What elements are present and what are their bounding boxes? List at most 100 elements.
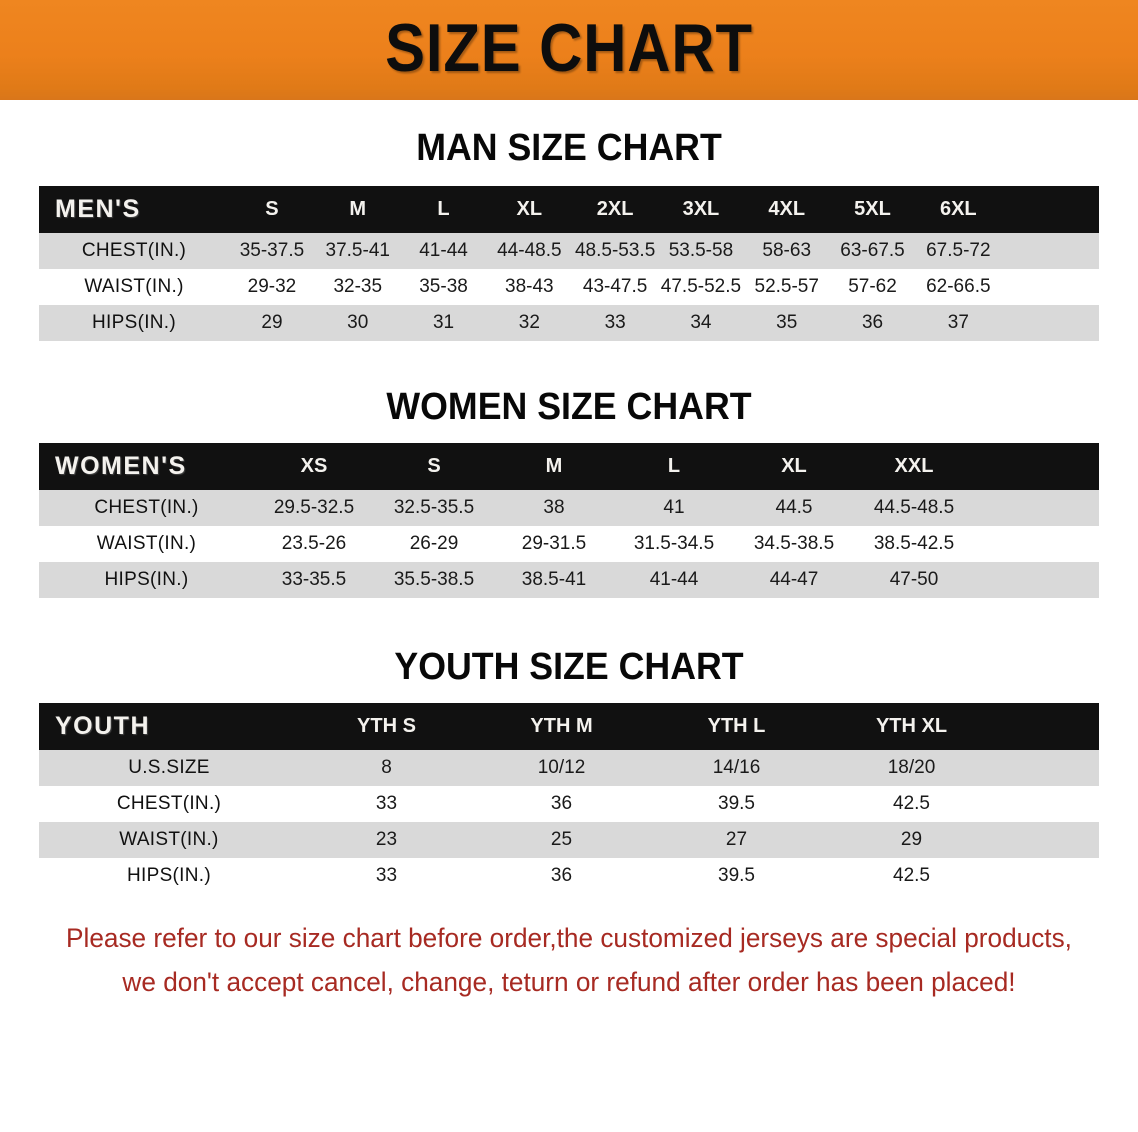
youth-size-col-1: YTH M [474, 703, 649, 750]
women-size-table: WOMEN'S XS S M L XL XXL CHEST(IN.) 29.5-… [39, 443, 1099, 598]
man-size-col-8: 6XL [915, 186, 1002, 233]
man-hips-8: 37 [915, 305, 1002, 341]
man-waist-4: 43-47.5 [572, 269, 659, 305]
man-row-label-hips: HIPS(IN.) [39, 305, 230, 341]
man-hips-0: 29 [229, 305, 315, 341]
women-size-col-4: XL [734, 443, 854, 490]
women-hips-1: 35.5-38.5 [374, 562, 494, 598]
youth-size-table: YOUTH YTH S YTH M YTH L YTH XL U.S.SIZE … [39, 703, 1099, 894]
women-table-wrap: WOMEN'S XS S M L XL XXL CHEST(IN.) 29.5-… [39, 443, 1099, 598]
man-hips-2: 31 [400, 305, 487, 341]
youth-table-head: YOUTH YTH S YTH M YTH L YTH XL [39, 703, 1099, 750]
women-chest-5: 44.5-48.5 [854, 490, 974, 526]
youth-ussize-3: 18/20 [824, 750, 999, 786]
women-waist-3: 31.5-34.5 [614, 526, 734, 562]
women-chest-2: 38 [494, 490, 614, 526]
women-header-row: WOMEN'S XS S M L XL XXL [39, 443, 1099, 490]
youth-hips-0: 33 [299, 858, 474, 894]
man-hips-3: 32 [486, 305, 573, 341]
women-chest-spacer [974, 490, 1099, 526]
women-size-col-5: XXL [854, 443, 974, 490]
youth-waist-3: 29 [824, 822, 999, 858]
man-row-label-waist: WAIST(IN.) [39, 269, 230, 305]
women-row-label-waist: WAIST(IN.) [39, 526, 254, 562]
youth-waist-1: 25 [474, 822, 649, 858]
women-waist-spacer [974, 526, 1099, 562]
man-chest-4: 48.5-53.5 [572, 233, 659, 269]
order-policy-note: Please refer to our size chart before or… [50, 916, 1088, 1004]
women-row-header-label: WOMEN'S [39, 443, 254, 490]
youth-size-col-0: YTH S [299, 703, 474, 750]
man-table-body: CHEST(IN.) 35-37.5 37.5-41 41-44 44-48.5… [39, 233, 1099, 341]
youth-size-col-3: YTH XL [824, 703, 999, 750]
man-header-spacer [1001, 186, 1099, 233]
man-size-col-4: 2XL [572, 186, 659, 233]
women-waist-4: 34.5-38.5 [734, 526, 854, 562]
man-hips-4: 33 [572, 305, 659, 341]
man-waist-1: 32-35 [314, 269, 401, 305]
women-waist-5: 38.5-42.5 [854, 526, 974, 562]
women-size-col-3: L [614, 443, 734, 490]
youth-size-col-2: YTH L [649, 703, 824, 750]
women-chest-0: 29.5-32.5 [254, 490, 374, 526]
table-row: CHEST(IN.) 29.5-32.5 32.5-35.5 38 41 44.… [39, 490, 1099, 526]
youth-hips-spacer [999, 858, 1099, 894]
youth-ussize-2: 14/16 [649, 750, 824, 786]
man-row-label-chest: CHEST(IN.) [39, 233, 230, 269]
man-size-col-0: S [229, 186, 315, 233]
man-hips-6: 35 [743, 305, 830, 341]
table-row: HIPS(IN.) 33 36 39.5 42.5 [39, 858, 1099, 894]
women-size-col-0: XS [254, 443, 374, 490]
youth-ussize-spacer [999, 750, 1099, 786]
table-row: HIPS(IN.) 29 30 31 32 33 34 35 36 37 [39, 305, 1099, 341]
youth-ussize-1: 10/12 [474, 750, 649, 786]
man-size-col-3: XL [486, 186, 573, 233]
women-waist-1: 26-29 [374, 526, 494, 562]
youth-waist-0: 23 [299, 822, 474, 858]
youth-row-label-waist: WAIST(IN.) [39, 822, 299, 858]
women-hips-spacer [974, 562, 1099, 598]
youth-hips-2: 39.5 [649, 858, 824, 894]
youth-chest-2: 39.5 [649, 786, 824, 822]
women-chest-4: 44.5 [734, 490, 854, 526]
youth-section-title: YOUTH SIZE CHART [394, 646, 744, 688]
man-row-header-label: MEN'S [39, 186, 230, 233]
women-hips-0: 33-35.5 [254, 562, 374, 598]
table-row: WAIST(IN.) 29-32 32-35 35-38 38-43 43-47… [39, 269, 1099, 305]
table-row: U.S.SIZE 8 10/12 14/16 18/20 [39, 750, 1099, 786]
man-hips-5: 34 [658, 305, 744, 341]
women-size-col-2: M [494, 443, 614, 490]
man-waist-2: 35-38 [400, 269, 487, 305]
youth-hips-3: 42.5 [824, 858, 999, 894]
man-chest-0: 35-37.5 [229, 233, 315, 269]
man-hips-1: 30 [314, 305, 401, 341]
man-chest-7: 63-67.5 [829, 233, 916, 269]
youth-chest-3: 42.5 [824, 786, 999, 822]
man-waist-7: 57-62 [829, 269, 916, 305]
women-table-body: CHEST(IN.) 29.5-32.5 32.5-35.5 38 41 44.… [39, 490, 1099, 598]
man-header-row: MEN'S S M L XL 2XL 3XL 4XL 5XL 6XL [39, 186, 1099, 233]
youth-hips-1: 36 [474, 858, 649, 894]
man-chest-spacer [1001, 233, 1099, 269]
youth-row-label-ussize: U.S.SIZE [39, 750, 299, 786]
youth-header-row: YOUTH YTH S YTH M YTH L YTH XL [39, 703, 1099, 750]
man-waist-6: 52.5-57 [743, 269, 830, 305]
man-waist-5: 47.5-52.5 [658, 269, 744, 305]
youth-header-spacer [999, 703, 1099, 750]
man-size-col-6: 4XL [743, 186, 830, 233]
man-waist-spacer [1001, 269, 1099, 305]
women-row-label-chest: CHEST(IN.) [39, 490, 254, 526]
youth-waist-spacer [999, 822, 1099, 858]
page-title: SIZE CHART [385, 10, 753, 86]
women-table-head: WOMEN'S XS S M L XL XXL [39, 443, 1099, 490]
women-waist-2: 29-31.5 [494, 526, 614, 562]
women-hips-3: 41-44 [614, 562, 734, 598]
man-hips-7: 36 [829, 305, 916, 341]
table-row: CHEST(IN.) 33 36 39.5 42.5 [39, 786, 1099, 822]
women-waist-0: 23.5-26 [254, 526, 374, 562]
page-banner: SIZE CHART [0, 0, 1138, 100]
youth-chest-0: 33 [299, 786, 474, 822]
youth-chest-1: 36 [474, 786, 649, 822]
man-hips-spacer [1001, 305, 1099, 341]
women-hips-4: 44-47 [734, 562, 854, 598]
